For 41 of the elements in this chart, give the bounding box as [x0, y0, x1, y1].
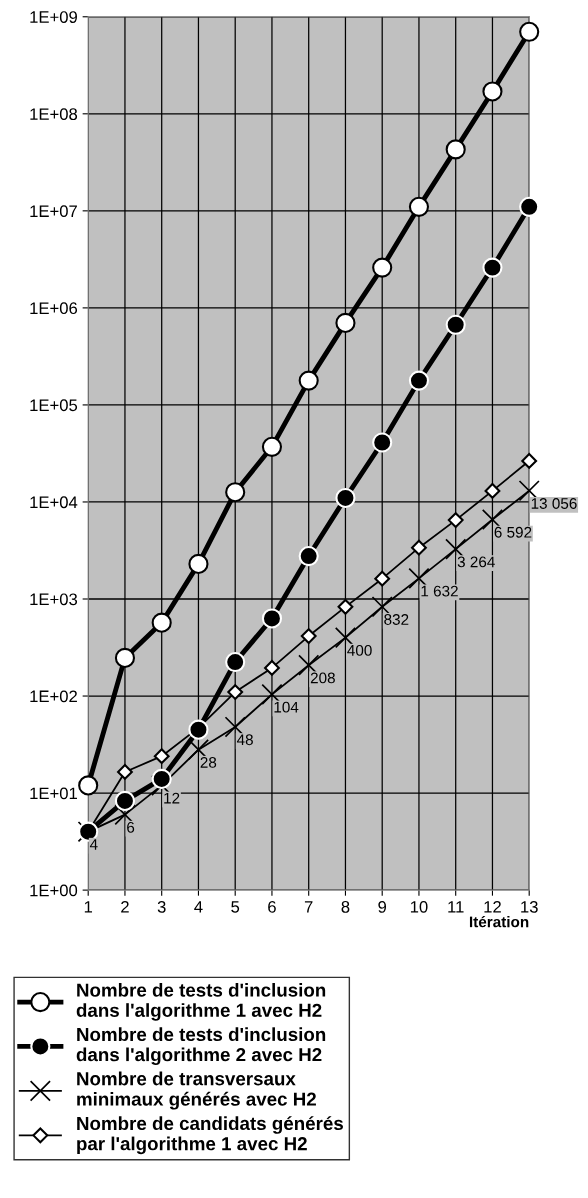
y-tick-label: 1E+07	[30, 205, 77, 218]
x-tick-label: 11	[448, 901, 464, 913]
x-tick-label: 2	[121, 900, 129, 913]
data-label: 6 592	[494, 526, 532, 538]
legend-label: Nombre de candidats générés par l'algorithme 1 avec H2	[77, 1116, 343, 1155]
data-label: 4	[89, 839, 98, 850]
y-tick-label: 1E+09	[30, 11, 77, 23]
x-tick-label: 5	[231, 901, 240, 913]
data-label: 12	[164, 792, 180, 804]
y-tick-label: 1E+03	[30, 593, 78, 606]
x-tick-label: 12	[484, 900, 501, 913]
data-label: 48	[236, 734, 253, 746]
x-tick-label: 13	[521, 900, 538, 913]
data-label: 13 056	[531, 498, 577, 509]
legend-label: Nombre de transversaux minimaux générés avec H2	[77, 1071, 316, 1110]
x-tick-label: 6	[268, 900, 276, 913]
data-label: 832	[384, 614, 409, 625]
y-tick-label: 1E+04	[30, 496, 78, 509]
y-tick-label: 1E+06	[30, 302, 78, 315]
x-tick-label: 9	[378, 900, 387, 913]
x-axis-title: Itération	[469, 915, 529, 928]
data-label: 28	[200, 757, 217, 768]
y-tick-label: 1E+01	[30, 787, 77, 800]
x-tick-label: 8	[341, 900, 350, 913]
legend-label: Nombre de tests d'inclusion dans l'algorithme 2 avec H2	[76, 1027, 326, 1066]
x-tick-label: 1	[84, 901, 93, 913]
x-tick-label: 4	[194, 901, 203, 913]
x-tick-label: 10	[410, 900, 428, 913]
legend-label: Nombre de tests d'inclusion dans l'algorithme 1 avec H2	[76, 982, 326, 1021]
data-label: 6	[127, 821, 135, 833]
y-tick-label: 1E+00	[30, 884, 78, 897]
y-tick-label: 1E+02	[30, 690, 77, 703]
data-label: 400	[347, 644, 372, 656]
y-tick-label: 1E+05	[30, 399, 78, 412]
x-tick-label: 3	[157, 900, 166, 913]
data-label: 1 632	[421, 585, 458, 597]
data-label: 104	[274, 701, 299, 713]
data-label: 208	[310, 672, 335, 684]
x-tick-label: 7	[304, 901, 313, 913]
data-label: 3 264	[457, 556, 495, 568]
y-tick-label: 1E+08	[30, 108, 78, 121]
